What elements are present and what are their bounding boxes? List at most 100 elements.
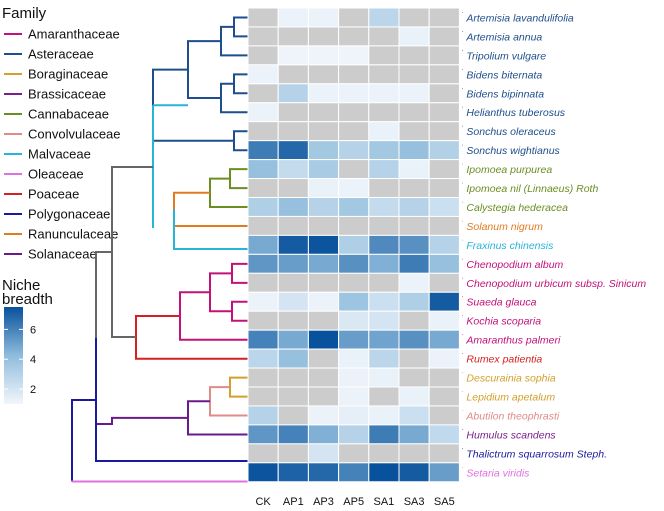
legend-item-label: Oleaceae	[28, 167, 84, 182]
dendrogram-branch	[71, 399, 96, 482]
row-label: Ipomoea nil (Linnaeus) Roth	[466, 183, 598, 195]
heatmap-cell	[277, 253, 309, 274]
row-label-dot: ·	[461, 237, 463, 244]
dendrogram-branch	[233, 130, 248, 152]
legend-item-label: Cannabaceae	[28, 107, 109, 122]
heatmap-cell	[428, 405, 460, 426]
heatmap-cell	[428, 121, 460, 142]
legend-item-label: Boraginaceae	[28, 67, 108, 82]
legend: Family Amaranthaceae Asteraceae Boraginace…	[2, 5, 121, 404]
heatmap-cell	[368, 329, 400, 350]
heatmap-cell	[277, 83, 309, 104]
row-label-dot: ·	[461, 256, 463, 263]
row-label-dot: ·	[461, 47, 463, 54]
heatmap-cell	[307, 386, 340, 407]
row-label: Kochia scoparia	[466, 316, 541, 328]
column-label: SA3	[404, 496, 425, 508]
heatmap-cell	[368, 443, 400, 464]
row-label-dot: ·	[461, 9, 463, 16]
row-label-dot: ·	[461, 66, 463, 73]
heatmap-cell	[277, 197, 309, 217]
heatmap-cell	[247, 234, 279, 255]
row-label-dot: ·	[461, 142, 463, 149]
heatmap-cell	[428, 272, 460, 293]
dendrogram-branch	[187, 40, 221, 99]
dendrogram-branch	[95, 251, 112, 424]
row-label-dot: ·	[461, 313, 463, 320]
row-label-dot: ·	[461, 218, 463, 225]
row-label: Bidens bipinnata	[466, 88, 544, 100]
heatmap-cell	[277, 7, 309, 28]
heatmap-cell	[368, 45, 400, 66]
heatmap-cell	[338, 26, 370, 47]
row-label: Descurainia sophia	[466, 373, 555, 385]
heatmap-cell	[428, 367, 460, 388]
heatmap-cell	[338, 121, 370, 142]
heatmap-cell	[368, 121, 400, 142]
heatmap-cell	[277, 102, 309, 123]
heatmap-cell	[247, 215, 279, 236]
heatmap-cell	[368, 7, 400, 28]
heatmap-cell	[428, 159, 460, 180]
heatmap-cell	[428, 64, 460, 85]
heatmap-cell	[277, 443, 309, 464]
heatmap-cell	[368, 462, 400, 483]
heatmap-cell	[277, 386, 309, 407]
row-label-dot: ·	[461, 445, 463, 452]
heatmap-cell	[277, 121, 309, 142]
heatmap-cell	[277, 140, 309, 161]
legend-item-label: Amaranthaceae	[28, 27, 120, 42]
heatmap-cell	[398, 102, 430, 123]
heatmap-cell	[277, 272, 309, 293]
row-label: Thalictrum squarrosum Steph.	[466, 448, 607, 460]
heatmap-cell	[428, 424, 460, 445]
heatmap-cell	[247, 26, 279, 47]
row-label: Helianthus tuberosus	[466, 107, 565, 119]
heatmap-cell	[368, 253, 400, 274]
heatmap-cell	[247, 329, 279, 350]
heatmap-cell	[307, 26, 340, 47]
heatmap-cell	[307, 83, 340, 104]
heatmap-cell	[247, 140, 279, 161]
dendrogram	[71, 16, 248, 483]
heatmap-cell	[338, 462, 370, 483]
column-label: AP3	[313, 496, 334, 508]
heatmap-cell	[277, 45, 309, 66]
heatmap-cell	[368, 197, 400, 217]
heatmap-cell	[338, 178, 370, 199]
row-label-dot: ·	[461, 180, 463, 187]
column-label: AP5	[343, 496, 364, 508]
legend-item-label: Convolvulaceae	[28, 127, 121, 142]
heatmap-cell	[398, 329, 430, 350]
heatmap-cell	[277, 215, 309, 236]
heatmap-cell	[338, 405, 370, 426]
heatmap-cell	[338, 443, 370, 464]
row-label-dot: ·	[461, 332, 463, 339]
dendrogram-branch	[187, 400, 248, 436]
heatmap-cell	[368, 386, 400, 407]
heatmap-cell	[398, 178, 430, 199]
heatmap-cell	[398, 197, 430, 217]
row-label-dot: ·	[461, 464, 463, 471]
dendrogram-branch	[71, 480, 248, 483]
heatmap-cell	[307, 367, 340, 388]
row-label-dot: ·	[461, 161, 463, 168]
heatmap-cell	[428, 329, 460, 350]
row-labels: · Artemisia lavandulifolia· Artemisia annu…	[461, 9, 646, 479]
heatmap-cell	[428, 443, 460, 464]
heatmap-cell	[247, 443, 279, 464]
heatmap-cell	[247, 102, 279, 123]
heatmap-cell	[398, 424, 430, 445]
heatmap-cell	[368, 159, 400, 180]
heatmap-cell	[368, 215, 400, 236]
heatmap-cell	[428, 348, 460, 369]
row-label: Abutilon theophrasti	[465, 410, 559, 422]
heatmap-cell	[398, 310, 430, 331]
dendrogram-branch	[209, 272, 232, 313]
heatmap-cell	[307, 178, 340, 199]
row-label: Rumex patientia	[466, 354, 542, 366]
heatmap-cell	[247, 386, 279, 407]
heatmap-cell	[307, 424, 340, 445]
heatmap-cell	[398, 83, 430, 104]
heatmap-cell	[338, 253, 370, 274]
